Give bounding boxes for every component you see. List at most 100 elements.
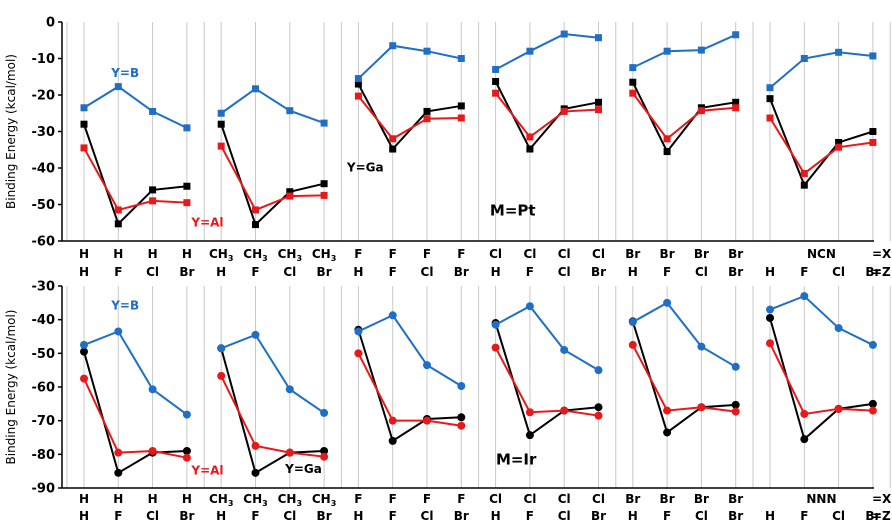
x-tick-label-row1: Cl <box>592 247 605 261</box>
x-tick-label-row2: H <box>216 265 226 279</box>
data-point <box>595 106 602 114</box>
data-point <box>629 89 637 97</box>
data-point <box>149 197 157 205</box>
x-tick-label-row1: Br <box>660 247 675 261</box>
x-tick-label-row2: Cl <box>558 265 571 279</box>
x-tick-label-row2: F <box>800 265 808 279</box>
data-point <box>423 47 431 55</box>
data-point <box>182 453 191 462</box>
series-line <box>357 44 462 80</box>
data-point <box>148 446 157 455</box>
data-point <box>868 406 877 415</box>
data-point <box>663 47 671 55</box>
data-point <box>320 180 328 188</box>
series-line <box>494 347 599 417</box>
series-line <box>769 51 874 89</box>
data-point <box>251 330 260 339</box>
data-point <box>285 448 294 457</box>
x-tick-label-row1: Cl <box>489 247 502 261</box>
x-tick-label-row1: Br <box>728 247 743 261</box>
x-tick-label-row1: Cl <box>523 492 536 506</box>
x-tick-label-row1: H <box>148 492 158 506</box>
data-point <box>388 311 397 320</box>
data-point <box>594 403 603 412</box>
data-point <box>731 400 740 409</box>
x-tick-label-row2: Cl <box>695 509 708 521</box>
series-line <box>769 117 874 175</box>
x-tick-label-row1: Cl <box>523 247 536 261</box>
x-tick-label-row2: H <box>765 265 775 279</box>
series-line <box>220 333 325 414</box>
series-line <box>632 301 737 368</box>
data-point <box>731 407 740 416</box>
data-point <box>80 347 88 356</box>
data-point <box>869 52 877 60</box>
data-point <box>526 133 534 141</box>
data-point <box>491 320 500 329</box>
y-tick-label: -40 <box>32 313 56 328</box>
data-point <box>423 115 431 123</box>
y-tick-label: -60 <box>32 235 56 250</box>
data-point <box>217 120 225 128</box>
series-annotation: Y=B <box>110 66 139 80</box>
data-point <box>492 77 500 85</box>
x-tick-label-row1: H <box>182 247 192 261</box>
series-line <box>220 123 325 227</box>
series-line <box>83 351 187 475</box>
series-line <box>495 304 600 372</box>
data-point <box>80 340 88 349</box>
data-point <box>869 138 877 146</box>
x-row2-end-label: =Z <box>872 509 891 521</box>
data-point <box>80 144 88 152</box>
data-point <box>766 313 774 322</box>
x-tick-label-row2: Br <box>865 509 880 521</box>
data-point <box>697 107 705 115</box>
x-tick-label-row2: F <box>663 509 671 521</box>
data-point <box>766 84 774 92</box>
data-point <box>388 416 397 425</box>
y-axis-label: Binding Energy (kcal/mol) <box>4 310 18 465</box>
x-tick-label-row1: H <box>79 492 89 506</box>
data-point <box>114 220 122 228</box>
data-point <box>423 107 431 115</box>
x-tick-label-row1: Br <box>625 247 640 261</box>
data-point <box>800 55 808 62</box>
data-point <box>182 446 191 455</box>
data-point <box>595 98 602 106</box>
x-tick-label-row2: Cl <box>146 265 159 279</box>
x-tick-label-row2: Br <box>591 265 606 279</box>
series-line <box>494 322 599 437</box>
data-point <box>114 83 122 91</box>
x-tick-label-row2: F <box>389 265 397 279</box>
x-tick-label-row1: CH3 <box>312 247 336 263</box>
data-point <box>525 408 534 417</box>
series-line <box>357 352 462 427</box>
data-point <box>389 145 397 153</box>
data-point <box>114 206 122 214</box>
x-tick-label-row1: F <box>423 247 431 261</box>
x-tick-label-row2: Br <box>454 265 469 279</box>
data-point <box>560 345 569 354</box>
data-point <box>869 128 877 135</box>
x-tick-label-row1: Br <box>625 492 640 506</box>
x-tick-label-row1: Br <box>728 492 743 506</box>
data-point <box>423 416 431 425</box>
data-point <box>423 361 431 370</box>
x-tick-label-row2: Br <box>591 509 606 521</box>
x-tick-label-row1: CH3 <box>243 492 267 508</box>
data-point <box>663 428 672 437</box>
series-line <box>769 317 874 441</box>
series-line <box>631 344 736 413</box>
data-point <box>732 98 740 106</box>
series-line <box>632 92 736 141</box>
data-point <box>354 92 362 100</box>
data-point <box>526 47 534 55</box>
data-point <box>800 292 809 301</box>
data-point <box>183 124 191 132</box>
data-point <box>628 318 637 327</box>
data-point <box>800 409 809 418</box>
series-line <box>631 321 736 435</box>
x-tick-label-row2: F <box>663 265 671 279</box>
data-point <box>560 30 568 38</box>
y-tick-label: -60 <box>32 381 56 396</box>
